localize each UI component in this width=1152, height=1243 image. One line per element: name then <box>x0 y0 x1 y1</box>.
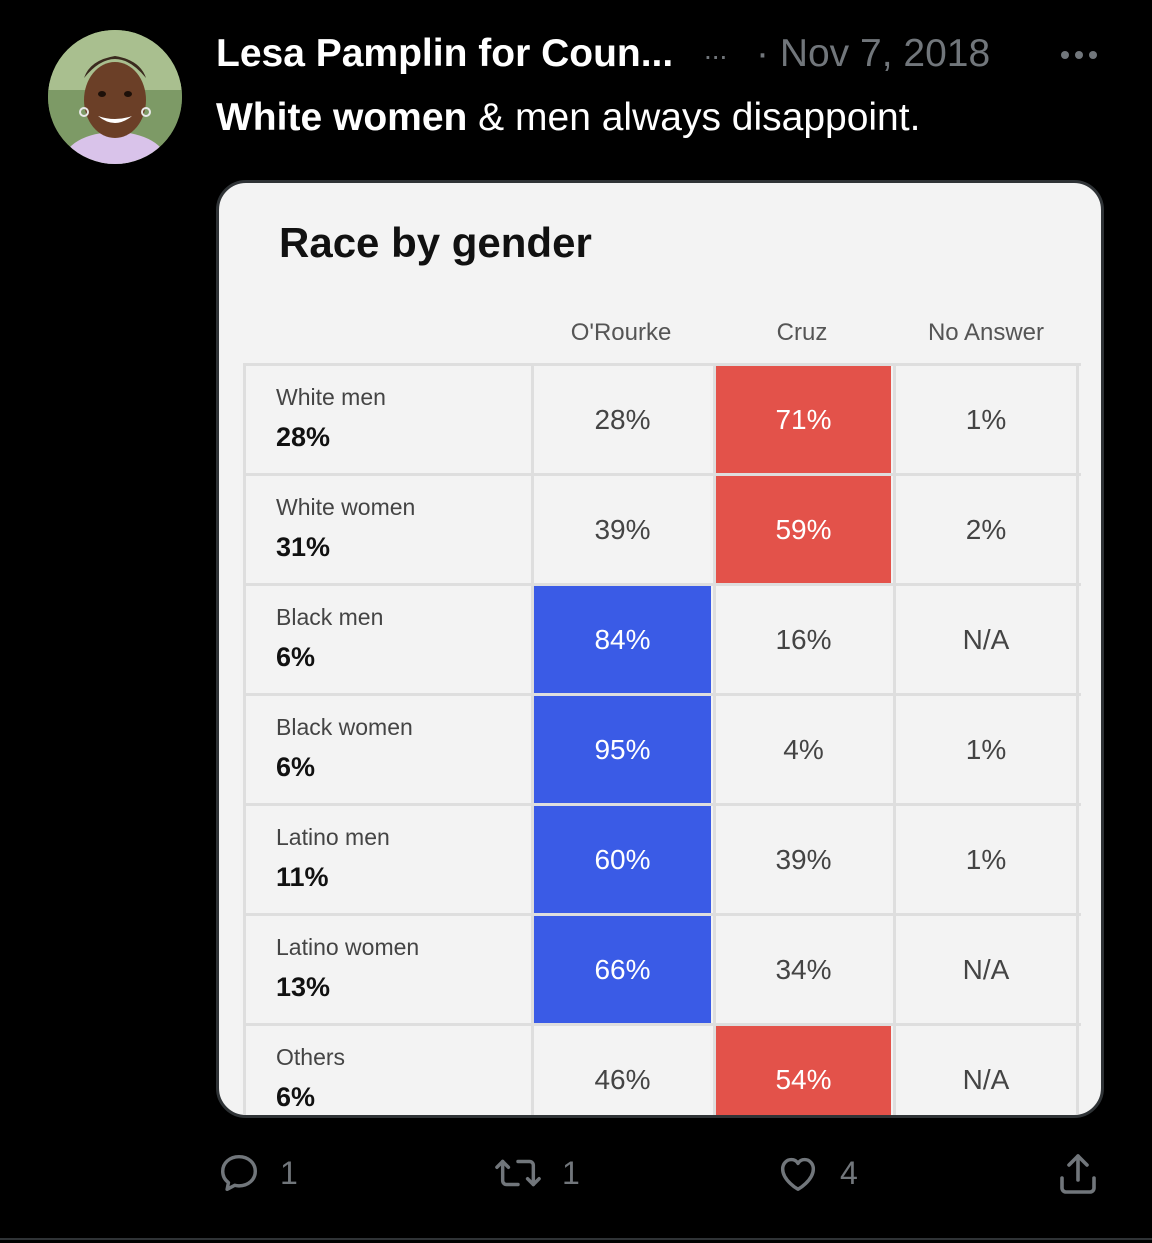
group-name: Latino men <box>276 824 390 850</box>
table-row: Latino men 11% 60% 39% 1% <box>243 803 1081 913</box>
row-label-cell: Black women 6% <box>243 696 531 803</box>
author-name[interactable]: Lesa Pamplin for Coun... <box>216 32 674 75</box>
column-header-cruz: Cruz <box>776 319 828 346</box>
share-icon <box>1060 1154 1096 1194</box>
cruz-cell: 71% <box>713 366 891 473</box>
row-label-cell: Latino men 11% <box>243 806 531 913</box>
table-body: White men 28% 28% 71% 1% White women 31% 39% 59%… <box>243 363 1081 1115</box>
media-image[interactable]: Race by gender O'Rourke Cruz No Answer W… <box>216 180 1104 1118</box>
like-button[interactable]: 4 <box>774 1150 858 1196</box>
table-row: White men 28% 28% 71% 1% <box>243 363 1081 473</box>
group-share: 28% <box>276 422 331 452</box>
tweet-date[interactable]: · Nov 7, 2018 <box>756 32 991 75</box>
cruz-cell: 16% <box>713 586 891 693</box>
group-name: Latino women <box>276 934 420 960</box>
group-share: 6% <box>276 1082 316 1112</box>
orourke-cell: 39% <box>531 476 711 583</box>
group-share: 31% <box>276 532 331 562</box>
no-answer-cell: 1% <box>893 366 1079 473</box>
divider <box>0 1238 1152 1240</box>
group-name: Others <box>276 1044 346 1070</box>
row-label-cell: Black men 6% <box>243 586 531 693</box>
cruz-cell: 59% <box>713 476 891 583</box>
tweet-text: White women & men always disappoint. <box>216 96 920 140</box>
row-label-cell: Others 6% <box>243 1026 531 1115</box>
table-row: Latino women 13% 66% 34% N/A <box>243 913 1081 1023</box>
tweet-text-bold: White women <box>216 96 468 139</box>
orourke-cell: 66% <box>531 916 711 1023</box>
group-share: 6% <box>276 752 316 782</box>
table-row: Black men 6% 84% 16% N/A <box>243 583 1081 693</box>
group-name: White women <box>276 494 416 520</box>
tweet-text-rest: & men always disappoint. <box>467 96 921 139</box>
like-count: 4 <box>840 1154 858 1191</box>
tweet-header: Lesa Pamplin for Coun... ... · Nov 7, 20… <box>216 32 1116 82</box>
cruz-cell: 54% <box>713 1026 891 1115</box>
group-name: Black women <box>276 714 413 740</box>
reply-count: 1 <box>280 1154 298 1191</box>
reply-icon <box>220 1154 258 1192</box>
cruz-cell: 39% <box>713 806 891 913</box>
row-label-cell: Latino women 13% <box>243 916 531 1023</box>
group-name: Black men <box>276 604 384 630</box>
group-share: 13% <box>276 972 331 1002</box>
name-truncation-ellipsis: ... <box>704 34 728 65</box>
reply-button[interactable]: 1 <box>216 1150 298 1196</box>
no-answer-cell: 1% <box>893 806 1079 913</box>
retweet-count: 1 <box>562 1154 580 1191</box>
no-answer-cell: N/A <box>893 1026 1079 1115</box>
row-label-cell: White women 31% <box>243 476 531 583</box>
results-table: O'Rourke Cruz No Answer White men 28% 28% 7… <box>243 301 1081 1115</box>
table-row: White women 31% 39% 59% 2% <box>243 473 1081 583</box>
table-row: Others 6% 46% 54% N/A <box>243 1023 1081 1115</box>
share-button[interactable] <box>1054 1150 1102 1198</box>
no-answer-cell: 2% <box>893 476 1079 583</box>
orourke-cell: 95% <box>531 696 711 803</box>
table-title: Race by gender <box>279 219 592 266</box>
table-header-row: O'Rourke Cruz No Answer <box>243 301 1081 363</box>
orourke-cell: 60% <box>531 806 711 913</box>
group-share: 6% <box>276 642 316 672</box>
retweet-button[interactable]: 1 <box>492 1150 580 1196</box>
table-row: Black women 6% 95% 4% 1% <box>243 693 1081 803</box>
like-icon <box>780 1157 816 1192</box>
column-header-no-answer: No Answer <box>927 319 1045 346</box>
avatar[interactable] <box>48 30 182 164</box>
no-answer-cell: 1% <box>893 696 1079 803</box>
group-name: White men <box>276 384 386 410</box>
retweet-icon <box>495 1159 541 1187</box>
orourke-cell: 46% <box>531 1026 711 1115</box>
cruz-cell: 4% <box>713 696 891 803</box>
orourke-cell: 84% <box>531 586 711 693</box>
avatar-image <box>48 30 182 164</box>
more-icon[interactable] <box>1056 40 1102 70</box>
group-share: 11% <box>276 862 329 892</box>
action-bar: 1 1 4 <box>216 1150 1116 1210</box>
cruz-cell: 34% <box>713 916 891 1023</box>
orourke-cell: 28% <box>531 366 711 473</box>
row-label-cell: White men 28% <box>243 366 531 473</box>
no-answer-cell: N/A <box>893 586 1079 693</box>
no-answer-cell: N/A <box>893 916 1079 1023</box>
column-header-orourke: O'Rourke <box>570 319 672 346</box>
